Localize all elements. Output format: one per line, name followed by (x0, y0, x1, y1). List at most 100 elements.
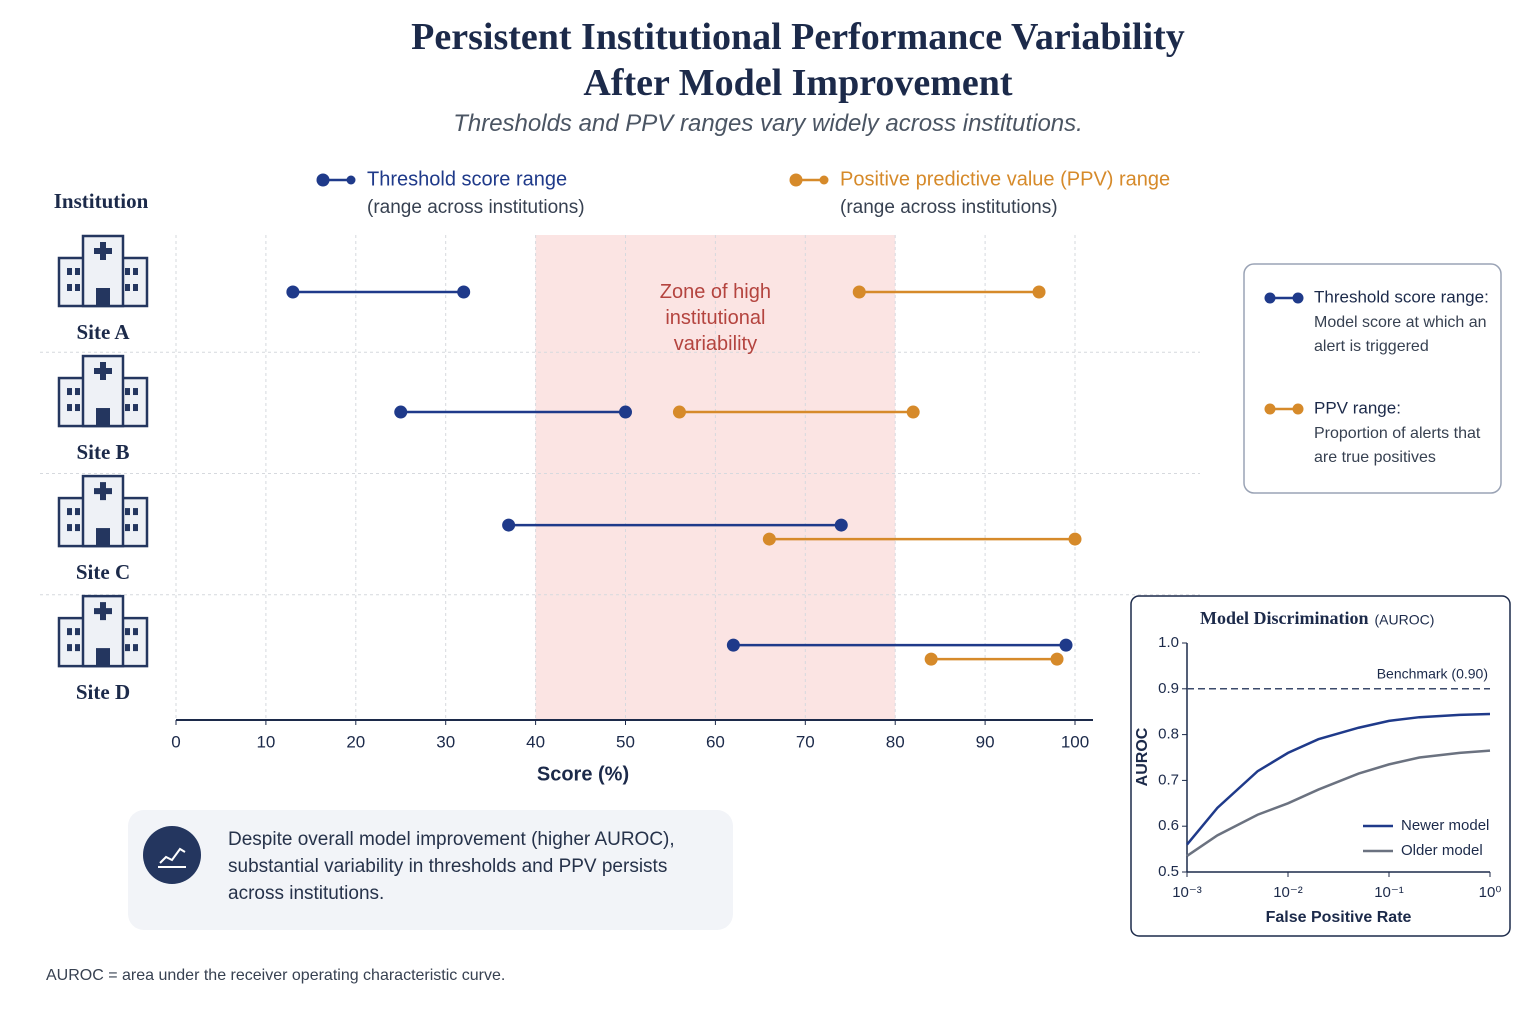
category-label: Site D (76, 680, 130, 704)
icon-window (75, 644, 80, 652)
range-low (502, 518, 516, 532)
legend-label: Older model (1401, 842, 1483, 859)
icon-window (67, 404, 72, 412)
icon-window (125, 524, 130, 532)
legend-label: Positive predictive value (PPV) range (840, 168, 1170, 190)
category-label: Site C (76, 560, 130, 584)
x-axis-label: Score (%) (537, 763, 629, 785)
icon-window (133, 388, 138, 396)
subtitle-text: Thresholds and PPV ranges vary widely ac… (453, 110, 1083, 137)
icon-window (125, 284, 130, 291)
inset-box (1130, 595, 1511, 937)
range-high (1059, 638, 1073, 652)
x-tick-label: 10⁻¹ (1374, 884, 1404, 901)
x-tick-label: 20 (346, 732, 365, 751)
y-tick-label: 0.6 (1158, 817, 1179, 834)
x-tick-label: 10 (256, 732, 275, 751)
y-tick-label: 0.7 (1158, 771, 1179, 788)
icon-window (67, 508, 72, 516)
key-box (1243, 263, 1502, 494)
icon-window (67, 644, 72, 652)
legend-label: Newer model (1401, 817, 1489, 834)
category-label: Site B (76, 440, 129, 464)
range-low (924, 652, 938, 666)
icon-window (67, 524, 72, 532)
icon-window (133, 524, 138, 532)
icon-window (133, 644, 138, 652)
model-curve (1186, 749, 1491, 858)
y-tick-label: 0.9 (1158, 680, 1179, 697)
range-low (726, 638, 740, 652)
icon-window (125, 628, 130, 636)
x-tick-label: 10⁻³ (1172, 884, 1202, 901)
icon-window (67, 268, 72, 275)
icon-window (133, 628, 138, 636)
icon-window (75, 524, 80, 532)
y-axis-label: Institution (54, 189, 149, 213)
subtitle: Thresholds and PPV ranges vary widely ac… (0, 110, 1536, 138)
icon-window (75, 628, 80, 636)
icon-window (125, 404, 130, 412)
icon-window (125, 268, 130, 275)
key-swatch (1292, 403, 1304, 415)
range-high (834, 518, 848, 532)
icon-window (75, 268, 80, 275)
legend-swatch (819, 175, 829, 185)
range-high (906, 405, 920, 419)
icon-door (96, 528, 110, 547)
chart-title: After Model Improvement (583, 62, 1013, 104)
legend-swatch (346, 175, 356, 185)
callout-box: Despite overall model improvement (highe… (128, 810, 733, 930)
icon-window (75, 388, 80, 396)
x-tick-label: 40 (526, 732, 545, 751)
zone-label: Zone of high institutional variability (659, 281, 771, 355)
benchmark-label: Benchmark (0.90) (1377, 666, 1488, 682)
y-tick-label: 1.0 (1158, 634, 1179, 651)
icon-door (96, 288, 110, 306)
x-tick-label: 90 (976, 732, 995, 751)
icon-window (125, 508, 130, 516)
range-high (619, 405, 632, 419)
icon-cross (94, 482, 112, 501)
y-axis-label: AUROC (1134, 727, 1151, 786)
hospital-icon (57, 354, 149, 428)
icon-window (133, 284, 138, 291)
footnote: AUROC = area under the receiver operatin… (46, 967, 506, 984)
icon-window (75, 404, 80, 412)
x-tick-label: 70 (796, 732, 815, 751)
legend-note: (range across institutions) (840, 197, 1058, 218)
icon-window (133, 268, 138, 275)
key-label: PPV range: (1314, 398, 1401, 417)
x-tick-label: 10⁻² (1273, 884, 1303, 901)
x-tick-label: 50 (616, 732, 635, 751)
range-high (1032, 285, 1046, 299)
x-tick-label: 80 (886, 732, 905, 751)
icon-door (96, 408, 110, 427)
icon-window (67, 628, 72, 636)
x-axis-label: False Positive Rate (1266, 909, 1412, 926)
icon-window (75, 284, 80, 291)
range-low (286, 285, 300, 299)
range-low (394, 405, 408, 419)
icon-circle (143, 826, 201, 884)
icon-cross (94, 362, 112, 381)
x-tick-label: 60 (706, 732, 725, 751)
range-low (672, 405, 686, 419)
callout-icon (143, 826, 201, 884)
icon-window (133, 404, 138, 412)
model-curve (1186, 712, 1491, 846)
range-high (1050, 652, 1064, 666)
hospital-icon (57, 474, 149, 548)
x-tick-label: 0 (171, 732, 180, 751)
icon-window (133, 508, 138, 516)
icon-window (67, 388, 72, 396)
legend-swatch (789, 173, 803, 187)
key-swatch (1264, 403, 1276, 415)
category-label: Site A (76, 320, 130, 344)
range-high (457, 285, 471, 299)
legend-note: (range across institutions) (367, 197, 585, 218)
key-label: Threshold score range: (1314, 287, 1489, 306)
callout-text: Despite overall model improvement (highe… (228, 829, 675, 904)
title-block: Persistent Institutional Performance Var… (0, 14, 1536, 106)
